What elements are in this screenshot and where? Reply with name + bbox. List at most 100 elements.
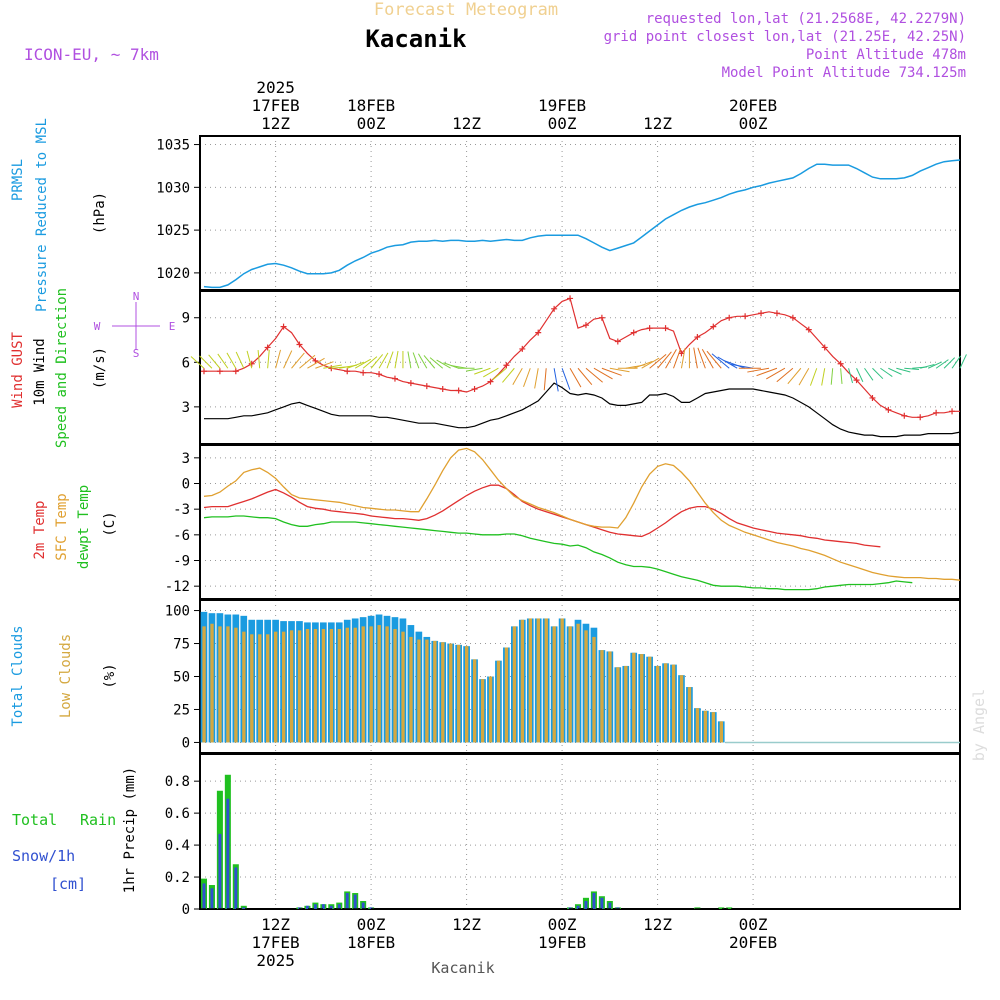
top-time-label: 00Z (357, 114, 386, 133)
gust-marker (710, 323, 717, 330)
wind-arrow (569, 367, 582, 388)
gust-marker (535, 329, 542, 336)
low-cloud-bar (719, 721, 724, 743)
wind-arrow (766, 367, 786, 380)
gust-marker (216, 368, 223, 375)
gust-marker (598, 314, 605, 321)
gust-marker (614, 338, 621, 345)
wind-arrow (864, 367, 874, 381)
wind-arrow (641, 357, 660, 369)
gust-marker (885, 406, 892, 413)
gust-marker (503, 362, 510, 369)
snow-bar (600, 897, 604, 909)
top-time-label: 12Z (643, 114, 672, 133)
gust-marker (264, 344, 271, 351)
low-cloud-bar (608, 651, 612, 743)
snow-bar (337, 904, 341, 909)
snow-bar (608, 902, 612, 909)
wind-arrow (423, 355, 436, 369)
low-cloud-bar (560, 618, 564, 743)
wind-arrow (935, 359, 949, 369)
wind-arrow (896, 367, 911, 373)
gust-marker (423, 383, 430, 390)
footer-location: Kacanik (431, 959, 494, 977)
temp-ylabel: (C) (102, 511, 118, 536)
snow-bar (210, 888, 214, 909)
low-cloud-bar (361, 626, 365, 743)
wind-arrow (787, 367, 802, 385)
wind-arrow (561, 368, 571, 390)
bottom-time-label: 2025 (256, 951, 295, 970)
precip-ytick-label: 0.8 (165, 774, 190, 790)
gust-marker (869, 394, 876, 401)
bottom-time-label: 17FEB (252, 933, 300, 952)
gridpoint-coords: grid point closest lon,lat (21.25E, 42.2… (604, 29, 966, 45)
snow-bar (242, 907, 246, 909)
wind-arrow (502, 367, 515, 383)
precip-ytick-label: 0.2 (165, 870, 190, 886)
wind-arrow (378, 352, 389, 369)
low-cloud-bar (624, 665, 628, 743)
wind-arrow (307, 357, 325, 369)
snow-bar (329, 905, 333, 909)
wind-arrow (798, 367, 810, 386)
clouds-ytick-label: 75 (173, 637, 190, 653)
gust-marker (901, 412, 908, 419)
wind-arrow (730, 363, 754, 369)
wind-arrow (872, 367, 884, 380)
wind-arrow (474, 367, 491, 375)
wind-arrow (386, 351, 394, 369)
snow-bar (321, 904, 325, 909)
gust-marker (439, 386, 446, 393)
requested-coords: requested lon,lat (21.2568E, 42.2279N) (646, 11, 966, 27)
temp-label-2: SFC Temp (54, 493, 70, 560)
low-cloud-bar (433, 640, 437, 743)
wind-arrow (809, 368, 818, 386)
wind-arrow (701, 348, 714, 369)
t2m-line (203, 484, 881, 548)
gust-marker (344, 368, 351, 375)
low-cloud-bar (568, 626, 572, 743)
low-cloud-bar (321, 629, 326, 743)
precip-ytick-label: 0 (182, 902, 190, 918)
gust-marker (519, 345, 526, 352)
compass-s: S (133, 347, 140, 360)
wind-ytick-label: 3 (182, 400, 190, 416)
wind-arrow (697, 347, 706, 369)
gust-marker (949, 408, 956, 415)
rain-bar (726, 907, 733, 909)
low-cloud-bar (536, 618, 540, 743)
gust-marker (551, 305, 558, 312)
gust-marker (455, 387, 462, 394)
gust-marker (678, 350, 685, 357)
gust-marker (630, 329, 637, 336)
snow-bar (202, 883, 206, 909)
pressure-label-2: Pressure Reduced to MSL (34, 118, 50, 312)
bottom-time-label: 12Z (452, 915, 481, 934)
wind-arrow (199, 355, 213, 369)
temperature-ytick-label: -12 (165, 579, 190, 595)
gust-marker (407, 380, 414, 387)
low-cloud-bar (369, 626, 373, 743)
wind-arrow (267, 349, 270, 369)
precip-ylabel: 1hr Precip (mm) (122, 767, 138, 893)
gust-marker (853, 377, 860, 384)
wind-arrow (512, 367, 523, 385)
low-cloud-bar (457, 644, 461, 743)
bottom-time-label: 19FEB (538, 933, 586, 952)
bottom-time-label: 12Z (643, 915, 672, 934)
wind-arrow (673, 348, 682, 369)
low-cloud-bar (632, 652, 636, 743)
bottom-time-label: 00Z (739, 915, 768, 934)
low-cloud-bar (656, 665, 660, 743)
gust-marker (582, 322, 589, 329)
wind-arrow (904, 367, 920, 371)
snow-bar (226, 798, 230, 909)
wind-arrow (362, 356, 378, 369)
low-cloud-bar (576, 623, 580, 743)
wind-label-2: 10m Wind (32, 338, 48, 405)
wind-arrow (315, 361, 334, 369)
low-cloud-bar (648, 656, 652, 743)
low-cloud-bar (425, 639, 429, 743)
low-cloud-bar (600, 650, 604, 743)
